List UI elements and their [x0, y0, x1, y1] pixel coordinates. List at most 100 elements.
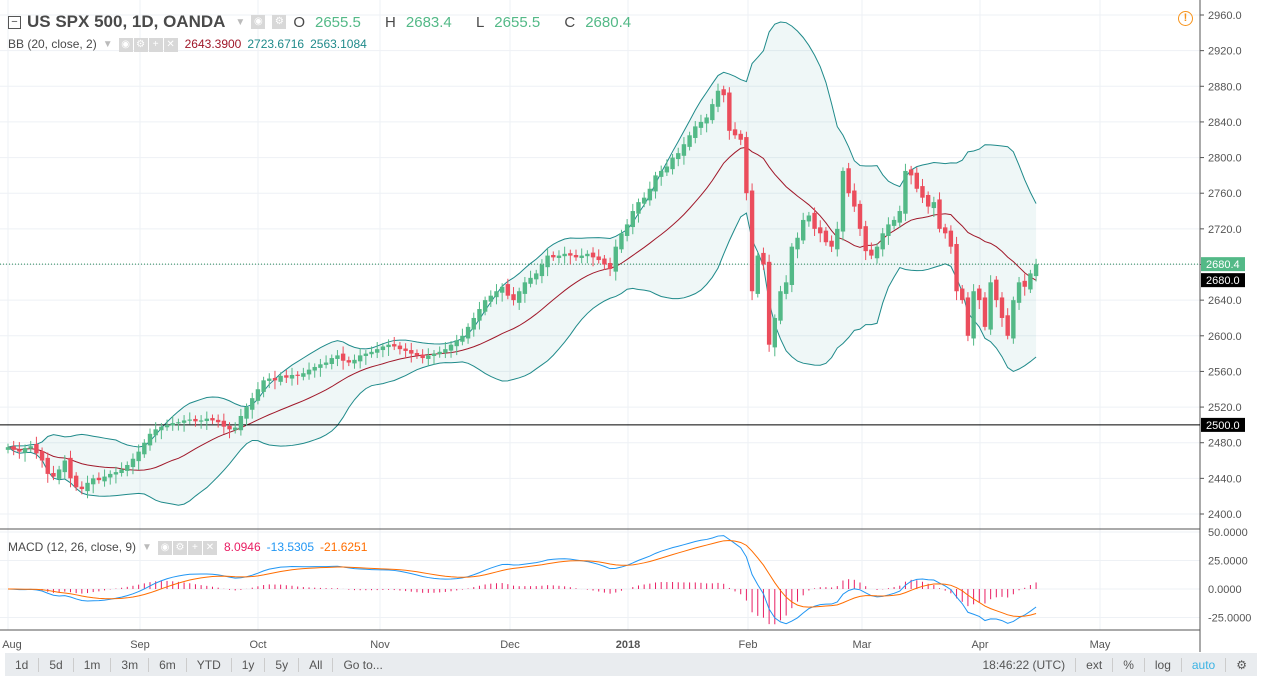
- candle: [806, 211, 812, 227]
- candle: [119, 462, 124, 477]
- chevron-down-icon[interactable]: ▼: [102, 38, 113, 50]
- candle: [528, 270, 533, 288]
- candle-body: [170, 423, 175, 426]
- macd-signal-line: [7, 540, 1037, 617]
- candle-body: [960, 288, 965, 301]
- collapse-icon[interactable]: −: [8, 15, 21, 29]
- percent-toggle[interactable]: %: [1113, 657, 1145, 672]
- candle-body: [329, 358, 334, 365]
- last-price-label-bg: [1201, 257, 1245, 272]
- candle-body: [68, 457, 73, 479]
- log-toggle[interactable]: log: [1145, 657, 1182, 672]
- range-1d[interactable]: 1d: [5, 657, 40, 672]
- candle-body: [193, 418, 198, 422]
- symbol-title[interactable]: US SPX 500, 1D, OANDA: [27, 12, 226, 31]
- clock[interactable]: 18:46:22 (UTC): [972, 657, 1077, 672]
- candle-body: [460, 335, 465, 342]
- candle: [971, 284, 976, 346]
- time-tick-label: Nov: [370, 639, 390, 651]
- gear-icon[interactable]: ⚙: [172, 541, 187, 555]
- bb-fill: [8, 22, 1037, 506]
- range-6m[interactable]: 6m: [149, 657, 187, 672]
- chevron-down-icon[interactable]: ▼: [235, 16, 246, 28]
- candle: [437, 346, 442, 358]
- candle: [227, 422, 232, 439]
- candle-body: [420, 354, 425, 359]
- candle: [965, 292, 971, 342]
- price-tick-label: 2800.0: [1208, 153, 1242, 165]
- candle: [340, 346, 346, 370]
- close-icon[interactable]: ✕: [163, 38, 178, 52]
- candle-body: [45, 457, 50, 474]
- candle: [977, 284, 982, 310]
- price-tick-label: 2720.0: [1208, 224, 1242, 236]
- candle-body: [965, 297, 971, 336]
- macd-signal-value: -21.6251: [320, 540, 368, 554]
- candle-body: [17, 449, 22, 452]
- candle-body: [517, 291, 522, 303]
- candle-body: [301, 373, 306, 377]
- goto-button[interactable]: Go to...: [343, 657, 383, 672]
- candle: [846, 162, 851, 197]
- range-5d[interactable]: 5d: [39, 657, 74, 672]
- candle: [295, 371, 300, 385]
- candle-body: [573, 254, 579, 258]
- candle: [488, 290, 493, 307]
- range-ytd[interactable]: YTD: [187, 657, 232, 672]
- candle: [937, 192, 942, 233]
- bb-label[interactable]: BB (20, close, 2): [8, 37, 97, 51]
- candle-body: [659, 170, 664, 177]
- candle-body: [51, 473, 56, 477]
- candle: [1022, 273, 1027, 296]
- candle: [215, 414, 221, 428]
- range-all[interactable]: All: [299, 657, 334, 672]
- candle-body: [136, 451, 141, 462]
- chevron-down-icon[interactable]: ▼: [142, 541, 152, 553]
- eye-icon[interactable]: ◉: [118, 38, 133, 52]
- ext-toggle[interactable]: ext: [1076, 657, 1114, 672]
- candle-body: [761, 252, 766, 265]
- candle: [494, 284, 499, 305]
- candle: [613, 239, 618, 281]
- candle-body: [727, 92, 732, 131]
- candle: [880, 227, 885, 257]
- candle: [465, 323, 471, 344]
- candle-body: [130, 458, 136, 468]
- candle-body: [755, 255, 760, 294]
- candle-body: [346, 360, 351, 363]
- range-3m[interactable]: 3m: [111, 657, 150, 672]
- gear-icon[interactable]: ⚙: [272, 15, 287, 29]
- candle-body: [221, 420, 227, 427]
- candle-body: [783, 282, 789, 294]
- settings-gear-icon[interactable]: ⚙: [1236, 657, 1247, 672]
- alert-icon[interactable]: !: [1178, 11, 1193, 26]
- gear-icon[interactable]: ⚙: [133, 38, 148, 52]
- close-icon[interactable]: ✕: [202, 541, 217, 555]
- candle-body: [1011, 300, 1016, 339]
- candle: [335, 350, 340, 367]
- candle-body: [102, 476, 107, 482]
- candle-body: [437, 351, 442, 355]
- candle-body: [778, 291, 783, 321]
- range-5y[interactable]: 5y: [265, 657, 300, 672]
- candle-body: [534, 273, 539, 280]
- candle-body: [369, 351, 374, 355]
- candle: [68, 450, 73, 488]
- candle-body: [477, 309, 482, 321]
- candle-body: [602, 258, 607, 265]
- plus-icon[interactable]: +: [148, 38, 163, 52]
- plus-icon[interactable]: +: [187, 541, 202, 555]
- candle: [954, 236, 959, 301]
- range-1y[interactable]: 1y: [232, 657, 266, 672]
- eye-icon[interactable]: ◉: [251, 15, 266, 29]
- candle-body: [641, 197, 647, 204]
- candle: [414, 349, 420, 359]
- macd-label[interactable]: MACD (12, 26, close, 9): [8, 540, 137, 554]
- auto-toggle[interactable]: auto: [1182, 657, 1227, 672]
- candle: [999, 292, 1005, 327]
- candle-body: [908, 169, 914, 176]
- eye-icon[interactable]: ◉: [157, 541, 172, 555]
- range-1m[interactable]: 1m: [74, 657, 112, 672]
- candle-body: [704, 117, 709, 124]
